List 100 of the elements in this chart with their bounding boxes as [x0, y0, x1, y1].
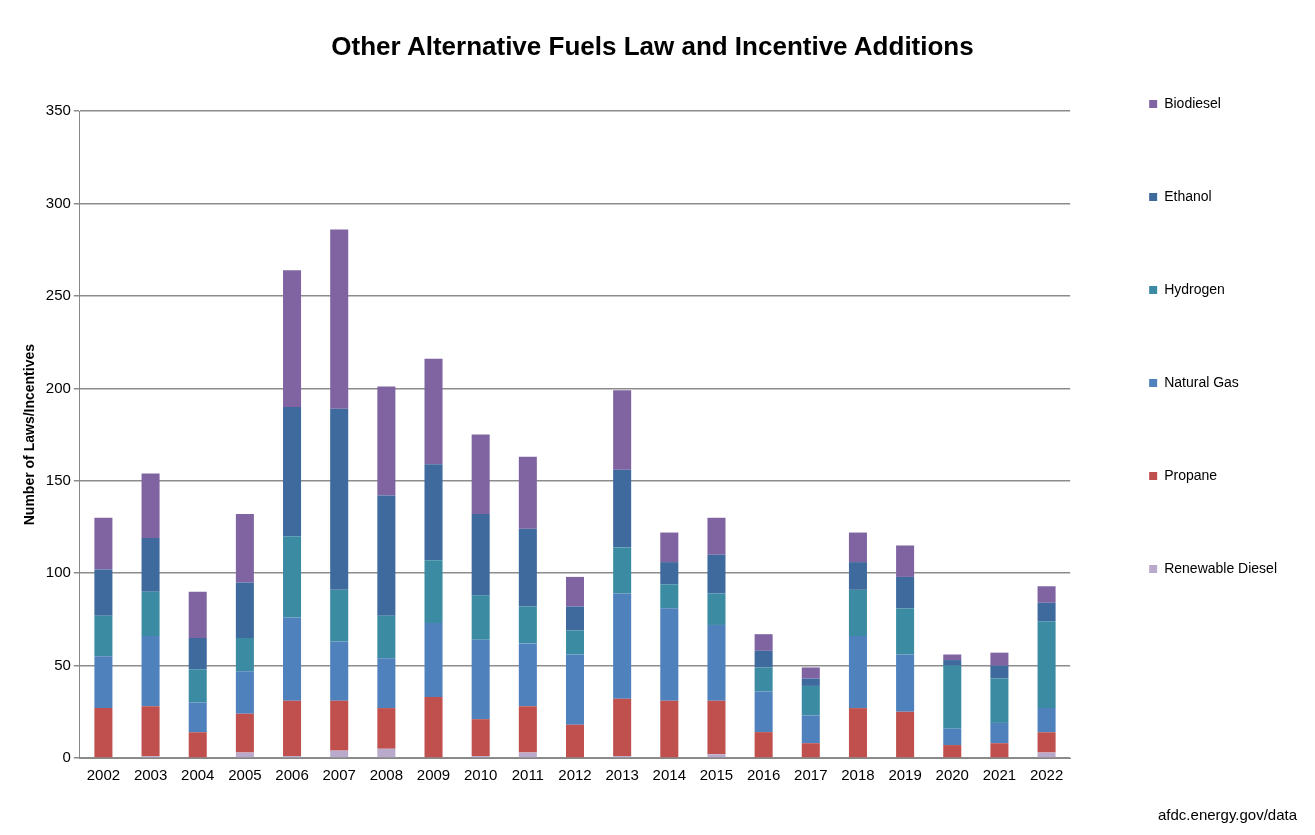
bar — [283, 270, 302, 407]
bar — [660, 532, 679, 563]
bar — [188, 732, 207, 758]
x-tick-label: 2010 — [463, 766, 498, 784]
bar — [613, 547, 632, 594]
bar — [896, 711, 915, 758]
bar — [848, 562, 867, 590]
bar — [283, 406, 302, 537]
x-tick-label: 2011 — [511, 766, 544, 784]
x-tick-label: 2008 — [369, 766, 404, 784]
bar — [283, 536, 302, 618]
bar — [801, 678, 820, 686]
bar — [613, 593, 632, 699]
y-axis-title: Number of Laws/Incentives — [21, 343, 38, 526]
x-tick-label: 2021 — [982, 766, 1017, 784]
bar — [330, 589, 349, 642]
bar — [754, 667, 773, 692]
bar — [471, 719, 490, 757]
y-tick-label: 350 — [45, 101, 71, 119]
bar — [188, 702, 207, 733]
bar — [330, 229, 349, 409]
bar — [990, 743, 1009, 758]
x-tick-label: 2002 — [86, 766, 121, 784]
bar — [707, 554, 726, 594]
bar — [471, 639, 490, 720]
x-tick-label: 2014 — [652, 766, 686, 784]
bar — [801, 667, 820, 679]
x-tick-label: 2017 — [794, 766, 828, 784]
x-tick-label: 2012 — [558, 766, 592, 784]
bar — [613, 698, 632, 757]
bar — [801, 685, 820, 716]
legend-label: Biodiesel — [1164, 94, 1221, 111]
bar — [707, 517, 726, 555]
bar — [848, 636, 867, 709]
bar — [565, 654, 585, 725]
bar — [896, 608, 915, 655]
bar — [471, 514, 490, 596]
x-tick-label: 2019 — [888, 766, 922, 784]
bar — [188, 669, 207, 703]
bar — [235, 752, 254, 758]
y-tick-label: 100 — [45, 563, 71, 581]
bar — [990, 722, 1009, 744]
y-tick-label: 50 — [54, 655, 71, 673]
bar — [896, 654, 915, 712]
bar — [754, 634, 773, 651]
bar — [377, 386, 396, 496]
bar — [94, 615, 113, 657]
bar — [141, 706, 160, 757]
bar — [235, 713, 254, 753]
bar — [660, 608, 679, 701]
bar — [94, 569, 113, 616]
bar — [801, 743, 820, 758]
bar — [141, 538, 160, 592]
bar — [565, 576, 585, 607]
x-tick-label: 2013 — [605, 766, 639, 784]
chart-title: Other Alternative Fuels Law and Incentive Additions — [331, 30, 974, 61]
bar — [848, 532, 867, 563]
bar — [330, 700, 349, 751]
x-tick-label: 2022 — [1029, 766, 1064, 784]
legend-label: Ethanol — [1164, 187, 1212, 204]
bar — [471, 595, 490, 640]
bar — [518, 456, 537, 529]
bar — [424, 697, 443, 758]
bar — [565, 724, 585, 758]
bar — [1037, 708, 1056, 733]
bar — [943, 654, 962, 661]
bar — [377, 708, 396, 749]
bar — [1037, 732, 1056, 753]
bar — [707, 754, 726, 758]
bar — [1037, 752, 1056, 758]
x-tick-label: 2018 — [841, 766, 875, 784]
y-tick-label: 0 — [62, 748, 71, 766]
bar — [330, 641, 349, 701]
x-tick-label: 2005 — [228, 766, 262, 784]
bar — [1037, 586, 1056, 603]
bar — [330, 750, 349, 758]
bar — [990, 678, 1009, 723]
bar — [943, 665, 962, 729]
bar — [471, 434, 490, 515]
y-tick-label: 150 — [45, 470, 71, 488]
bar — [943, 660, 962, 666]
bar — [754, 732, 773, 758]
bar — [283, 617, 302, 701]
x-tick-label: 2015 — [699, 766, 734, 784]
bar — [613, 390, 632, 470]
bar — [94, 517, 113, 570]
y-tick-label: 300 — [45, 193, 71, 211]
bar — [660, 584, 679, 609]
bar — [801, 715, 820, 744]
bar — [424, 560, 443, 624]
legend-label: Hydrogen — [1164, 280, 1225, 297]
bar — [377, 615, 396, 659]
bar — [188, 637, 207, 670]
bar — [518, 643, 537, 707]
y-tick-label: 200 — [45, 378, 71, 396]
x-tick-label: 2006 — [275, 766, 309, 784]
bar — [896, 545, 915, 577]
legend-label: Propane — [1164, 466, 1218, 483]
bar — [377, 658, 396, 709]
legend-label: Renewable Diesel — [1164, 559, 1277, 576]
